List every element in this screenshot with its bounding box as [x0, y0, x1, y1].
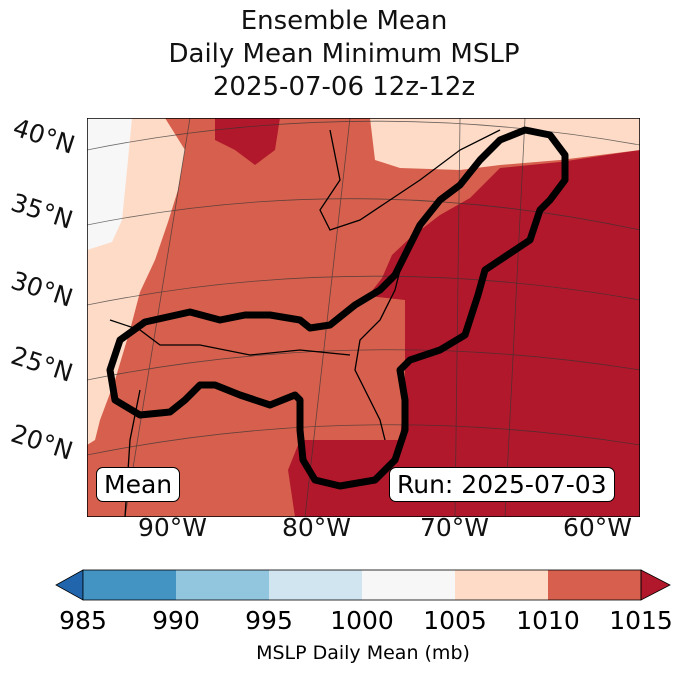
colorbar-1000-1005: [362, 570, 455, 600]
lat-label-30: 30°N: [7, 265, 77, 313]
run-date-label: Run: 2025-07-03: [389, 467, 615, 502]
field-1000: [87, 118, 132, 250]
colorbar-tick: 990: [152, 606, 200, 635]
colorbar-tick: 1005: [423, 606, 487, 635]
lon-label-60w: 60°W: [563, 513, 633, 542]
colorbar-tick: 995: [245, 606, 293, 635]
colorbar-tick: 1015: [609, 606, 673, 635]
lon-label-80w: 80°W: [282, 513, 352, 542]
colorbar-995-1000: [269, 570, 362, 600]
lat-label-35: 35°N: [7, 187, 77, 235]
colorbar-extend-low: [55, 569, 84, 601]
mean-label: Mean: [96, 467, 181, 502]
title-line2: Daily Mean Minimum MSLP: [168, 39, 520, 69]
colorbar-990-995: [176, 570, 269, 600]
colorbar-extend-high: [640, 569, 671, 601]
colorbar: [55, 569, 671, 601]
lon-label-70w: 70°W: [420, 513, 490, 542]
colorbar-tick: 1010: [516, 606, 580, 635]
colorbar-985-990: [83, 570, 176, 600]
title-line3: 2025-07-06 12z-12z: [212, 72, 476, 102]
colorbar-tick: 985: [59, 606, 107, 635]
colorbar-1010-1015: [548, 570, 641, 600]
contour-1015: [106, 126, 569, 490]
colorbar-1005-1010: [455, 570, 548, 600]
field-1015-north: [215, 118, 280, 165]
title-line1: Ensemble Mean: [240, 6, 448, 36]
lat-label-40: 40°N: [9, 112, 79, 160]
lon-label-90w: 90°W: [138, 513, 208, 542]
colorbar-label: MSLP Daily Mean (mb): [256, 642, 470, 664]
lat-label-20: 20°N: [7, 418, 77, 466]
coastline: [109, 129, 501, 517]
colorbar-tick: 1000: [330, 606, 394, 635]
field-1005-ne: [370, 118, 640, 170]
lat-label-25: 25°N: [7, 340, 77, 388]
map: [87, 118, 640, 517]
